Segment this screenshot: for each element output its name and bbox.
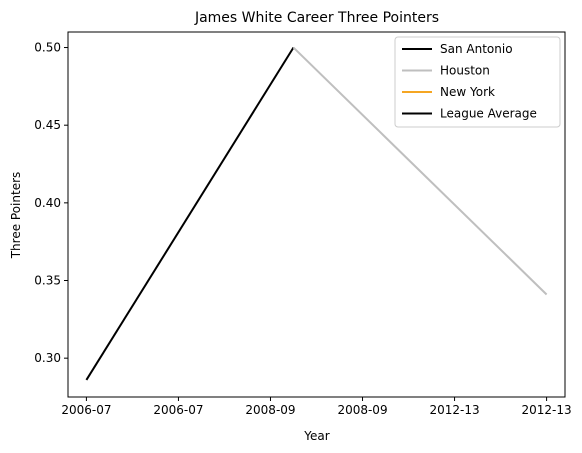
x-tick-label: 2008-09 — [337, 403, 387, 417]
y-tick-label: 0.40 — [34, 196, 61, 210]
series-line-0 — [85, 47, 295, 381]
legend-label: New York — [440, 85, 495, 99]
y-tick-label: 0.35 — [34, 274, 61, 288]
y-axis-title: Three Pointers — [9, 172, 23, 260]
legend-label: Houston — [440, 64, 490, 78]
chart-title: James White Career Three Pointers — [194, 10, 439, 26]
x-axis-title: Year — [303, 429, 329, 443]
legend-label: League Average — [440, 107, 537, 121]
legend-label: San Antonio — [440, 42, 513, 56]
x-tick-label: 2008-09 — [245, 403, 295, 417]
y-tick-label: 0.45 — [34, 118, 61, 132]
x-tick-label: 2012-13 — [429, 403, 479, 417]
series-line-1 — [292, 46, 548, 296]
y-axis: 0.30 0.35 0.40 0.45 0.50 — [34, 41, 68, 365]
legend: San Antonio Houston New York League Average — [394, 36, 561, 128]
x-tick-label: 2006-07 — [153, 403, 203, 417]
x-tick-label: 2006-07 — [61, 403, 111, 417]
plot-frame — [67, 31, 566, 398]
x-axis: 2006-07 2006-07 2008-09 2008-09 2012-13 2012-… — [61, 397, 572, 417]
plot-lines — [85, 46, 548, 381]
legend-frame — [394, 36, 561, 128]
y-tick-label: 0.30 — [34, 351, 61, 365]
y-tick-label: 0.50 — [34, 41, 61, 55]
x-tick-label: 2012-13 — [522, 403, 572, 417]
